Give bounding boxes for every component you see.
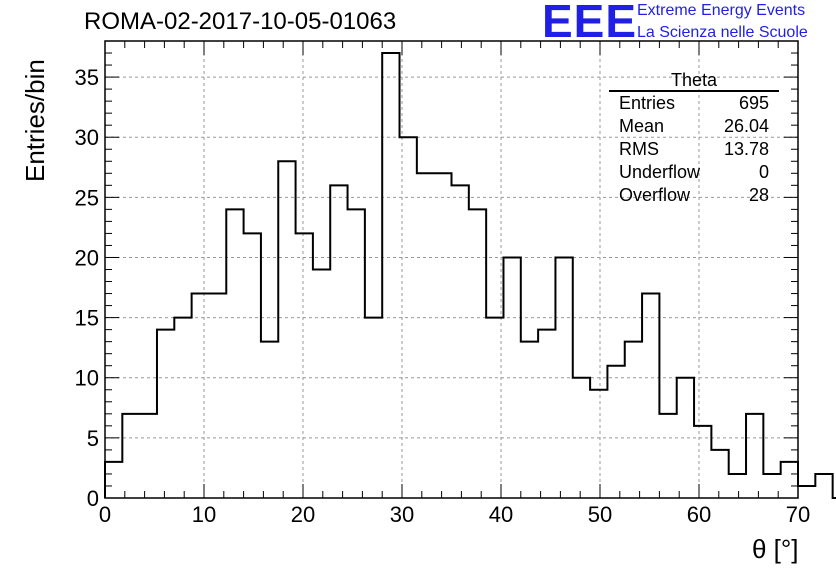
x-tick-label: 10 [192, 502, 216, 527]
histogram-bin [677, 378, 694, 498]
tick-labels: 0 10 20 30 40 50 60 70 0 5 10 15 20 25 30 35 [75, 65, 811, 527]
histogram-bin [729, 474, 746, 498]
histogram-outline [104, 52, 836, 499]
histogram-bin [538, 330, 555, 498]
stats-value: 13.78 [723, 139, 769, 159]
histogram-bin [469, 209, 486, 498]
stats-value: 26.04 [723, 116, 769, 136]
axes [104, 40, 799, 499]
histogram-bin [503, 257, 520, 498]
histogram-bin [711, 450, 728, 498]
histogram-bin [261, 342, 278, 498]
histogram-bin [417, 173, 434, 498]
histogram-bin [452, 185, 469, 498]
histogram-bin [157, 330, 174, 498]
histogram-bin [313, 270, 330, 499]
histogram-bin [105, 462, 122, 498]
x-tick-label: 40 [489, 502, 513, 527]
histogram-bars [104, 52, 836, 499]
histogram-bin [174, 318, 191, 498]
x-tick-label: 50 [588, 502, 612, 527]
logo-line-2: La Scienza nelle Scuole [637, 24, 808, 41]
stats-box: Theta Entries 695 Mean 26.04 RMS 13.78 U… [609, 70, 779, 207]
histogram-bin [192, 294, 209, 498]
histogram-bin [486, 318, 503, 498]
histogram-bin [607, 366, 624, 498]
y-tick-label: 30 [75, 125, 99, 150]
x-tick-label: 20 [291, 502, 315, 527]
x-tick-label: 0 [99, 502, 111, 527]
histogram-bin [140, 414, 157, 498]
x-tick-label: 70 [786, 502, 810, 527]
stats-value: 695 [738, 93, 769, 113]
histogram-bin [573, 378, 590, 498]
y-tick-label: 20 [75, 245, 99, 270]
histogram-bin [555, 257, 572, 498]
histogram-bin [815, 474, 832, 498]
stats-row-underflow: Underflow 0 [609, 161, 779, 184]
y-tick-label: 35 [75, 65, 99, 90]
x-tick-label: 60 [687, 502, 711, 527]
y-tick-label: 5 [87, 426, 99, 451]
stats-row-rms: RMS 13.78 [609, 138, 779, 161]
y-tick-label: 10 [75, 366, 99, 391]
histogram-bin [625, 342, 642, 498]
histogram-bin [348, 209, 365, 498]
stats-value: 0 [758, 162, 769, 182]
stats-row-overflow: Overflow 28 [609, 184, 779, 207]
x-tick-label: 30 [390, 502, 414, 527]
histogram-bin [209, 294, 226, 498]
histogram-bin [400, 137, 417, 498]
stats-name: Theta [609, 70, 779, 92]
histogram-bin [278, 161, 295, 498]
histogram-bin [659, 414, 676, 498]
logo-line-1: Extreme Energy Events [637, 2, 806, 19]
y-tick-label: 0 [87, 486, 99, 511]
y-axis-label: Entries/bin [20, 59, 50, 182]
histogram-bin [798, 486, 815, 498]
eee-logo-mark: EEE [542, 0, 638, 47]
stats-label: Underflow [619, 162, 701, 182]
stats-label: Overflow [619, 185, 691, 205]
histogram-bin [521, 342, 538, 498]
histogram-bin [642, 294, 659, 498]
histogram-bin [244, 233, 261, 498]
stats-label: RMS [619, 139, 659, 159]
y-tick-label: 15 [75, 306, 99, 331]
y-tick-label: 25 [75, 185, 99, 210]
histogram-bin [365, 318, 382, 498]
histogram-bin [694, 426, 711, 498]
histogram-bin [330, 185, 347, 498]
histogram-bin [781, 462, 798, 498]
stats-value: 28 [748, 185, 769, 205]
histogram-bin [434, 173, 451, 498]
histogram-bin [590, 390, 607, 498]
stats-row-mean: Mean 26.04 [609, 115, 779, 138]
histogram-bin [226, 209, 243, 498]
stats-row-entries: Entries 695 [609, 92, 779, 115]
chart-title: ROMA-02-2017-10-05-01063 [84, 8, 397, 35]
stats-label: Entries [619, 93, 676, 113]
x-axis-label: θ [°] [752, 534, 799, 564]
histogram-bin [382, 53, 399, 498]
histogram-bin [122, 414, 139, 498]
stats-label: Mean [619, 116, 665, 136]
histogram-bin [296, 233, 313, 498]
histogram-bin [746, 414, 763, 498]
